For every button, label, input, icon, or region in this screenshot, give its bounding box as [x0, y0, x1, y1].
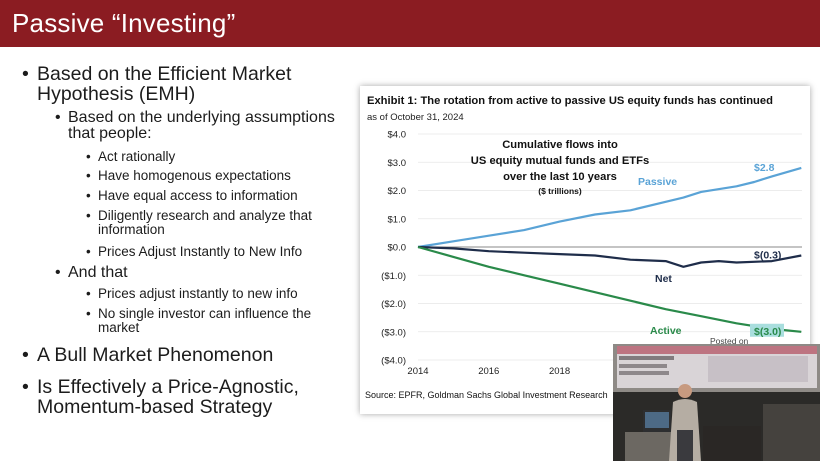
- bullet-act-rationally: Act rationally: [86, 149, 176, 164]
- bullet-text: Based on the Efficient Market: [37, 63, 292, 85]
- series-name-active: Active: [650, 325, 682, 337]
- end-label-passive: $2.8: [754, 162, 775, 174]
- chart-annotation-line: US equity mutual funds and ETFs: [471, 155, 649, 167]
- bullet-text: And that: [68, 264, 128, 281]
- y-tick-label: $2.0: [388, 186, 407, 197]
- bullet-and-that: And that: [55, 264, 128, 282]
- y-tick-label: ($2.0): [381, 299, 406, 310]
- bullet-text: Act rationally: [98, 149, 176, 164]
- bullet-list: Based on the Efficient Market Hypothesis…: [0, 0, 360, 461]
- y-tick-label: $3.0: [388, 158, 407, 169]
- bullet-homogenous: Have homogenous expectations: [86, 168, 291, 183]
- y-tick-label: ($4.0): [381, 356, 406, 367]
- x-tick-label: 2016: [478, 366, 499, 377]
- y-tick-label: ($3.0): [381, 327, 406, 338]
- bullet-prices-adjust: Prices Adjust Instantly to New Info: [86, 244, 303, 259]
- bullet-text: Have equal access to information: [98, 188, 298, 203]
- bullet-emh: Based on the Efficient Market Hypothesis…: [22, 63, 292, 105]
- y-tick-label: $0.0: [388, 243, 407, 254]
- bullet-prices-new-info: Prices adjust instantly to new info: [86, 286, 298, 301]
- bullet-text: information: [98, 221, 165, 237]
- bullet-bull-market: A Bull Market Phenomenon: [22, 344, 274, 366]
- bullet-text: Have homogenous expectations: [98, 168, 291, 183]
- slide-title-bar: Passive “Investing”: [0, 0, 820, 47]
- exhibit-title: Exhibit 1: The rotation from active to p…: [367, 95, 773, 107]
- x-tick-label: 2018: [549, 366, 570, 377]
- flows-chart: $4.0 $3.0 $2.0 $1.0 $0.0 ($1.0) ($2.0) ($3.0) ($…: [381, 130, 802, 377]
- speaker-scene-image: [613, 344, 820, 461]
- series-line-net: [417, 245, 802, 268]
- bullet-text: Momentum-based Strategy: [37, 395, 273, 418]
- bullet-text: market: [98, 319, 140, 335]
- bullet-text: Based on the underlying assumptions: [68, 109, 335, 126]
- speaker-video-overlay: [613, 344, 820, 461]
- chart-annotation-line: Cumulative flows into: [502, 139, 618, 151]
- posted-on-label: Posted on: [710, 336, 749, 346]
- chart-annotation-line: ($ trillions): [538, 186, 582, 196]
- bullet-text: Prices adjust instantly to new info: [98, 286, 298, 301]
- exhibit-source: Source: EPFR, Goldman Sachs Global Inves…: [365, 390, 608, 400]
- chart-annotation-line: over the last 10 years: [503, 171, 617, 183]
- bullet-text: Diligently research and analyze that: [98, 208, 312, 223]
- bullet-text: No single investor can influence the: [98, 306, 312, 321]
- series-line-passive: [417, 166, 802, 249]
- bullet-text: that people:: [68, 125, 152, 142]
- bullet-text: A Bull Market Phenomenon: [37, 344, 274, 366]
- bullet-assumptions: Based on the underlying assumptions that…: [55, 109, 335, 142]
- y-tick-label: ($1.0): [381, 271, 406, 282]
- y-tick-label: $1.0: [388, 214, 407, 225]
- bullet-research: Diligently research and analyze that inf…: [86, 208, 312, 237]
- bullet-text: Prices Adjust Instantly to New Info: [98, 244, 303, 259]
- end-label-active: $(3.0): [754, 326, 781, 338]
- exhibit-subtitle: as of October 31, 2024: [367, 112, 464, 123]
- y-tick-label: $4.0: [388, 130, 407, 141]
- slide-title: Passive “Investing”: [12, 8, 236, 38]
- bullet-equal-access: Have equal access to information: [86, 188, 298, 203]
- series-name-passive: Passive: [638, 176, 677, 188]
- end-label-active-highlight: [750, 323, 784, 337]
- bullet-text: Hypothesis (EMH): [37, 82, 196, 105]
- bullet-single-investor: No single investor can influence the mar…: [86, 306, 312, 335]
- series-name-net: Net: [655, 273, 672, 285]
- series-line-active: [417, 245, 802, 333]
- x-tick-label: 2014: [407, 366, 428, 377]
- bullet-price-agnostic: Is Effectively a Price-Agnostic, Momentu…: [22, 376, 299, 418]
- end-label-net: $(0.3): [754, 249, 781, 261]
- bullet-text: Is Effectively a Price-Agnostic,: [37, 376, 299, 398]
